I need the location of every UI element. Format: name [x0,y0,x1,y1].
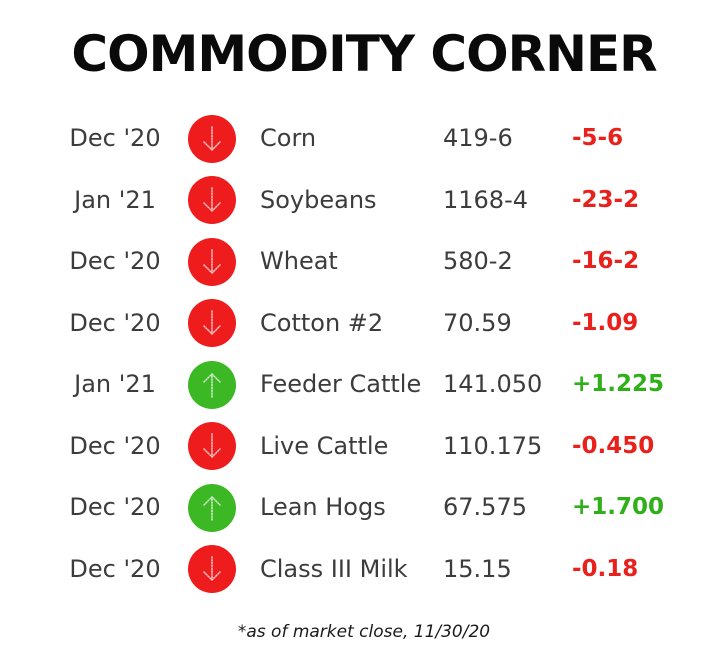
commodity-name: Wheat [260,247,338,275]
commodity-name: Live Cattle [260,431,389,460]
contract-month: Jan '21 [74,185,156,214]
contract-month: Dec '20 [69,554,161,583]
contract-month: Dec '20 [69,124,161,152]
arrow-up-icon [188,360,236,409]
commodity-price: 67.575 [443,493,527,521]
commodity-row: Dec '20 Lean Hogs 67.575 +1.700 [0,477,728,539]
commodity-price: 419-6 [443,124,513,152]
contract-month: Jan '21 [74,370,156,398]
arrow-down-icon [188,176,236,225]
commodity-row: Jan '21 Feeder Cattle 141.050 +1.225 [0,354,728,416]
arrow-down-icon [188,299,236,348]
price-change: +1.700 [572,494,665,520]
price-change: -1.09 [572,309,639,336]
commodity-price: 580-2 [443,247,513,275]
commodity-row: Dec '20 Corn 419-6 -5-6 [0,108,728,170]
commodity-row: Dec '20 Cotton #2 70.59 -1.09 [0,293,728,355]
commodity-row: Dec '20 Live Cattle 110.175 -0.450 [0,416,728,478]
commodity-name: Feeder Cattle [260,370,422,398]
commodity-name: Soybeans [260,185,377,214]
commodity-row: Dec '20 Wheat 580-2 -16-2 [0,231,728,293]
commodity-price: 70.59 [443,308,512,337]
price-change: -0.18 [572,555,639,582]
commodity-name: Lean Hogs [260,493,386,521]
commodity-row: Jan '21 Soybeans 1168-4 -23-2 [0,170,728,232]
price-change: +1.225 [572,371,665,397]
commodity-name: Cotton #2 [260,308,384,337]
direction-indicator [187,539,237,601]
direction-indicator [187,170,237,232]
contract-month: Dec '20 [69,308,161,337]
arrow-down-icon [188,545,236,594]
contract-month: Dec '20 [69,247,161,275]
price-change: -16-2 [572,248,640,274]
contract-month: Dec '20 [69,493,161,521]
commodity-table: Dec '20 Corn 419-6 -5-6 Jan '21 Soybeans 1168-… [0,108,728,600]
direction-indicator [187,354,237,416]
direction-indicator [187,416,237,478]
commodity-price: 110.175 [443,431,543,460]
commodity-price: 1168-4 [443,185,529,214]
price-change: -5-6 [572,125,624,151]
direction-indicator [187,231,237,293]
price-change: -0.450 [572,432,655,459]
price-change: -23-2 [572,186,640,213]
commodity-price: 141.050 [443,370,543,398]
arrow-down-icon [188,237,236,286]
commodity-name: Class III Milk [260,554,408,583]
arrow-down-icon [188,114,236,163]
contract-month: Dec '20 [69,431,161,460]
arrow-down-icon [188,422,236,471]
arrow-up-icon [188,483,236,532]
commodity-price: 15.15 [443,554,512,583]
direction-indicator [187,108,237,170]
page-title: COMMODITY CORNER [71,25,657,83]
commodity-row: Dec '20 Class III Milk 15.15 -0.18 [0,539,728,601]
direction-indicator [187,477,237,539]
direction-indicator [187,293,237,355]
commodity-name: Corn [260,124,317,152]
footnote: *as of market close, 11/30/20 [237,622,491,642]
